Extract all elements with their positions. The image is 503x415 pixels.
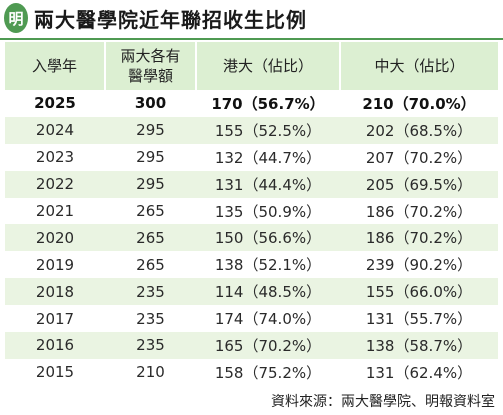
table-row: 2016 235 165（70.2%） 138（58.7%） [5, 332, 498, 359]
page-title: 兩大醫學院近年聯招收生比例 [34, 8, 307, 32]
cell-year: 2016 [5, 332, 105, 359]
cell-cuhk: 210（70.0%） [340, 90, 498, 117]
header-cuhk: 中大（佔比） [339, 42, 498, 90]
table-row: 2019 265 138（52.1%） 239（90.2%） [5, 251, 498, 279]
cell-cuhk: 186（70.2%） [340, 224, 498, 252]
source-note: 資料來源：兩大醫學院、明報資料室 [271, 394, 495, 410]
cell-hku: 114（48.5%） [196, 278, 340, 306]
header-row: 入學年 兩大各有 醫學額 港大（佔比） 中大（佔比） [5, 42, 498, 90]
cell-year: 2020 [5, 224, 105, 252]
cell-hku: 155（52.5%） [196, 116, 340, 144]
cell-year: 2021 [5, 197, 105, 225]
cell-quota: 300 [105, 90, 196, 117]
cell-hku: 150（56.6%） [196, 224, 340, 252]
cell-cuhk: 202（68.5%） [340, 116, 498, 144]
header-year: 入學年 [5, 42, 105, 90]
cell-cuhk: 205（69.5%） [340, 170, 498, 198]
cell-quota: 265 [105, 224, 196, 252]
table-row: 2023 295 132（44.7%） 207（70.2%） [5, 143, 498, 171]
cell-cuhk: 155（66.0%） [340, 278, 498, 306]
cell-quota: 235 [105, 278, 196, 306]
table-header: 入學年 兩大各有 醫學額 港大（佔比） 中大（佔比） [5, 42, 498, 90]
cell-cuhk: 239（90.2%） [340, 251, 498, 279]
cell-quota: 265 [105, 197, 196, 225]
cell-year: 2019 [5, 251, 105, 279]
cell-hku: 158（75.2%） [196, 358, 340, 386]
cell-hku: 174（74.0%） [196, 305, 340, 333]
cell-hku: 132（44.7%） [196, 143, 340, 171]
title-divider [0, 38, 503, 40]
cell-quota: 295 [105, 116, 196, 144]
logo-char: 明 [8, 9, 24, 28]
table-row: 2025 300 170（56.7%） 210（70.0%） [5, 90, 498, 117]
cell-cuhk: 207（70.2%） [340, 143, 498, 171]
cell-cuhk: 138（58.7%） [340, 332, 498, 359]
cell-quota: 210 [105, 358, 196, 386]
table-row: 2015 210 158（75.2%） 131（62.4%） [5, 358, 498, 386]
table-row: 2018 235 114（48.5%） 155（66.0%） [5, 278, 498, 306]
cell-year: 2022 [5, 170, 105, 198]
header-quota: 兩大各有 醫學額 [104, 42, 196, 90]
cell-hku: 170（56.7%） [196, 90, 340, 117]
table-row: 2017 235 174（74.0%） 131（55.7%） [5, 305, 498, 333]
header-quota-line1: 兩大各有 [120, 47, 181, 65]
cell-quota: 295 [105, 170, 196, 198]
cell-year: 2024 [5, 116, 105, 144]
cell-hku: 165（70.2%） [196, 332, 340, 359]
cell-quota: 295 [105, 143, 196, 171]
table-row: 2021 265 135（50.9%） 186（70.2%） [5, 197, 498, 225]
cell-quota: 235 [105, 332, 196, 359]
cell-cuhk: 131（62.4%） [340, 358, 498, 386]
cell-year: 2017 [5, 305, 105, 333]
table-body: 2025 300 170（56.7%） 210（70.0%） 2024 295 155（52… [5, 90, 498, 386]
cell-hku: 135（50.9%） [196, 197, 340, 225]
cell-year: 2023 [5, 143, 105, 171]
cell-hku: 131（44.4%） [196, 170, 340, 198]
cell-cuhk: 186（70.2%） [340, 197, 498, 225]
newspaper-logo-icon: 明 [4, 3, 28, 33]
cell-quota: 235 [105, 305, 196, 333]
table-row: 2020 265 150（56.6%） 186（70.2%） [5, 224, 498, 252]
cell-hku: 138（52.1%） [196, 251, 340, 279]
admission-table: 入學年 兩大各有 醫學額 港大（佔比） 中大（佔比） 2025 300 170（56… [5, 42, 498, 386]
cell-year: 2015 [5, 358, 105, 386]
header-hku: 港大（佔比） [195, 42, 340, 90]
cell-year: 2025 [5, 90, 105, 117]
table-row: 2024 295 155（52.5%） 202（68.5%） [5, 116, 498, 144]
cell-year: 2018 [5, 278, 105, 306]
header-quota-line2: 醫學額 [127, 67, 173, 85]
cell-quota: 265 [105, 251, 196, 279]
table-row: 2022 295 131（44.4%） 205（69.5%） [5, 170, 498, 198]
cell-cuhk: 131（55.7%） [340, 305, 498, 333]
